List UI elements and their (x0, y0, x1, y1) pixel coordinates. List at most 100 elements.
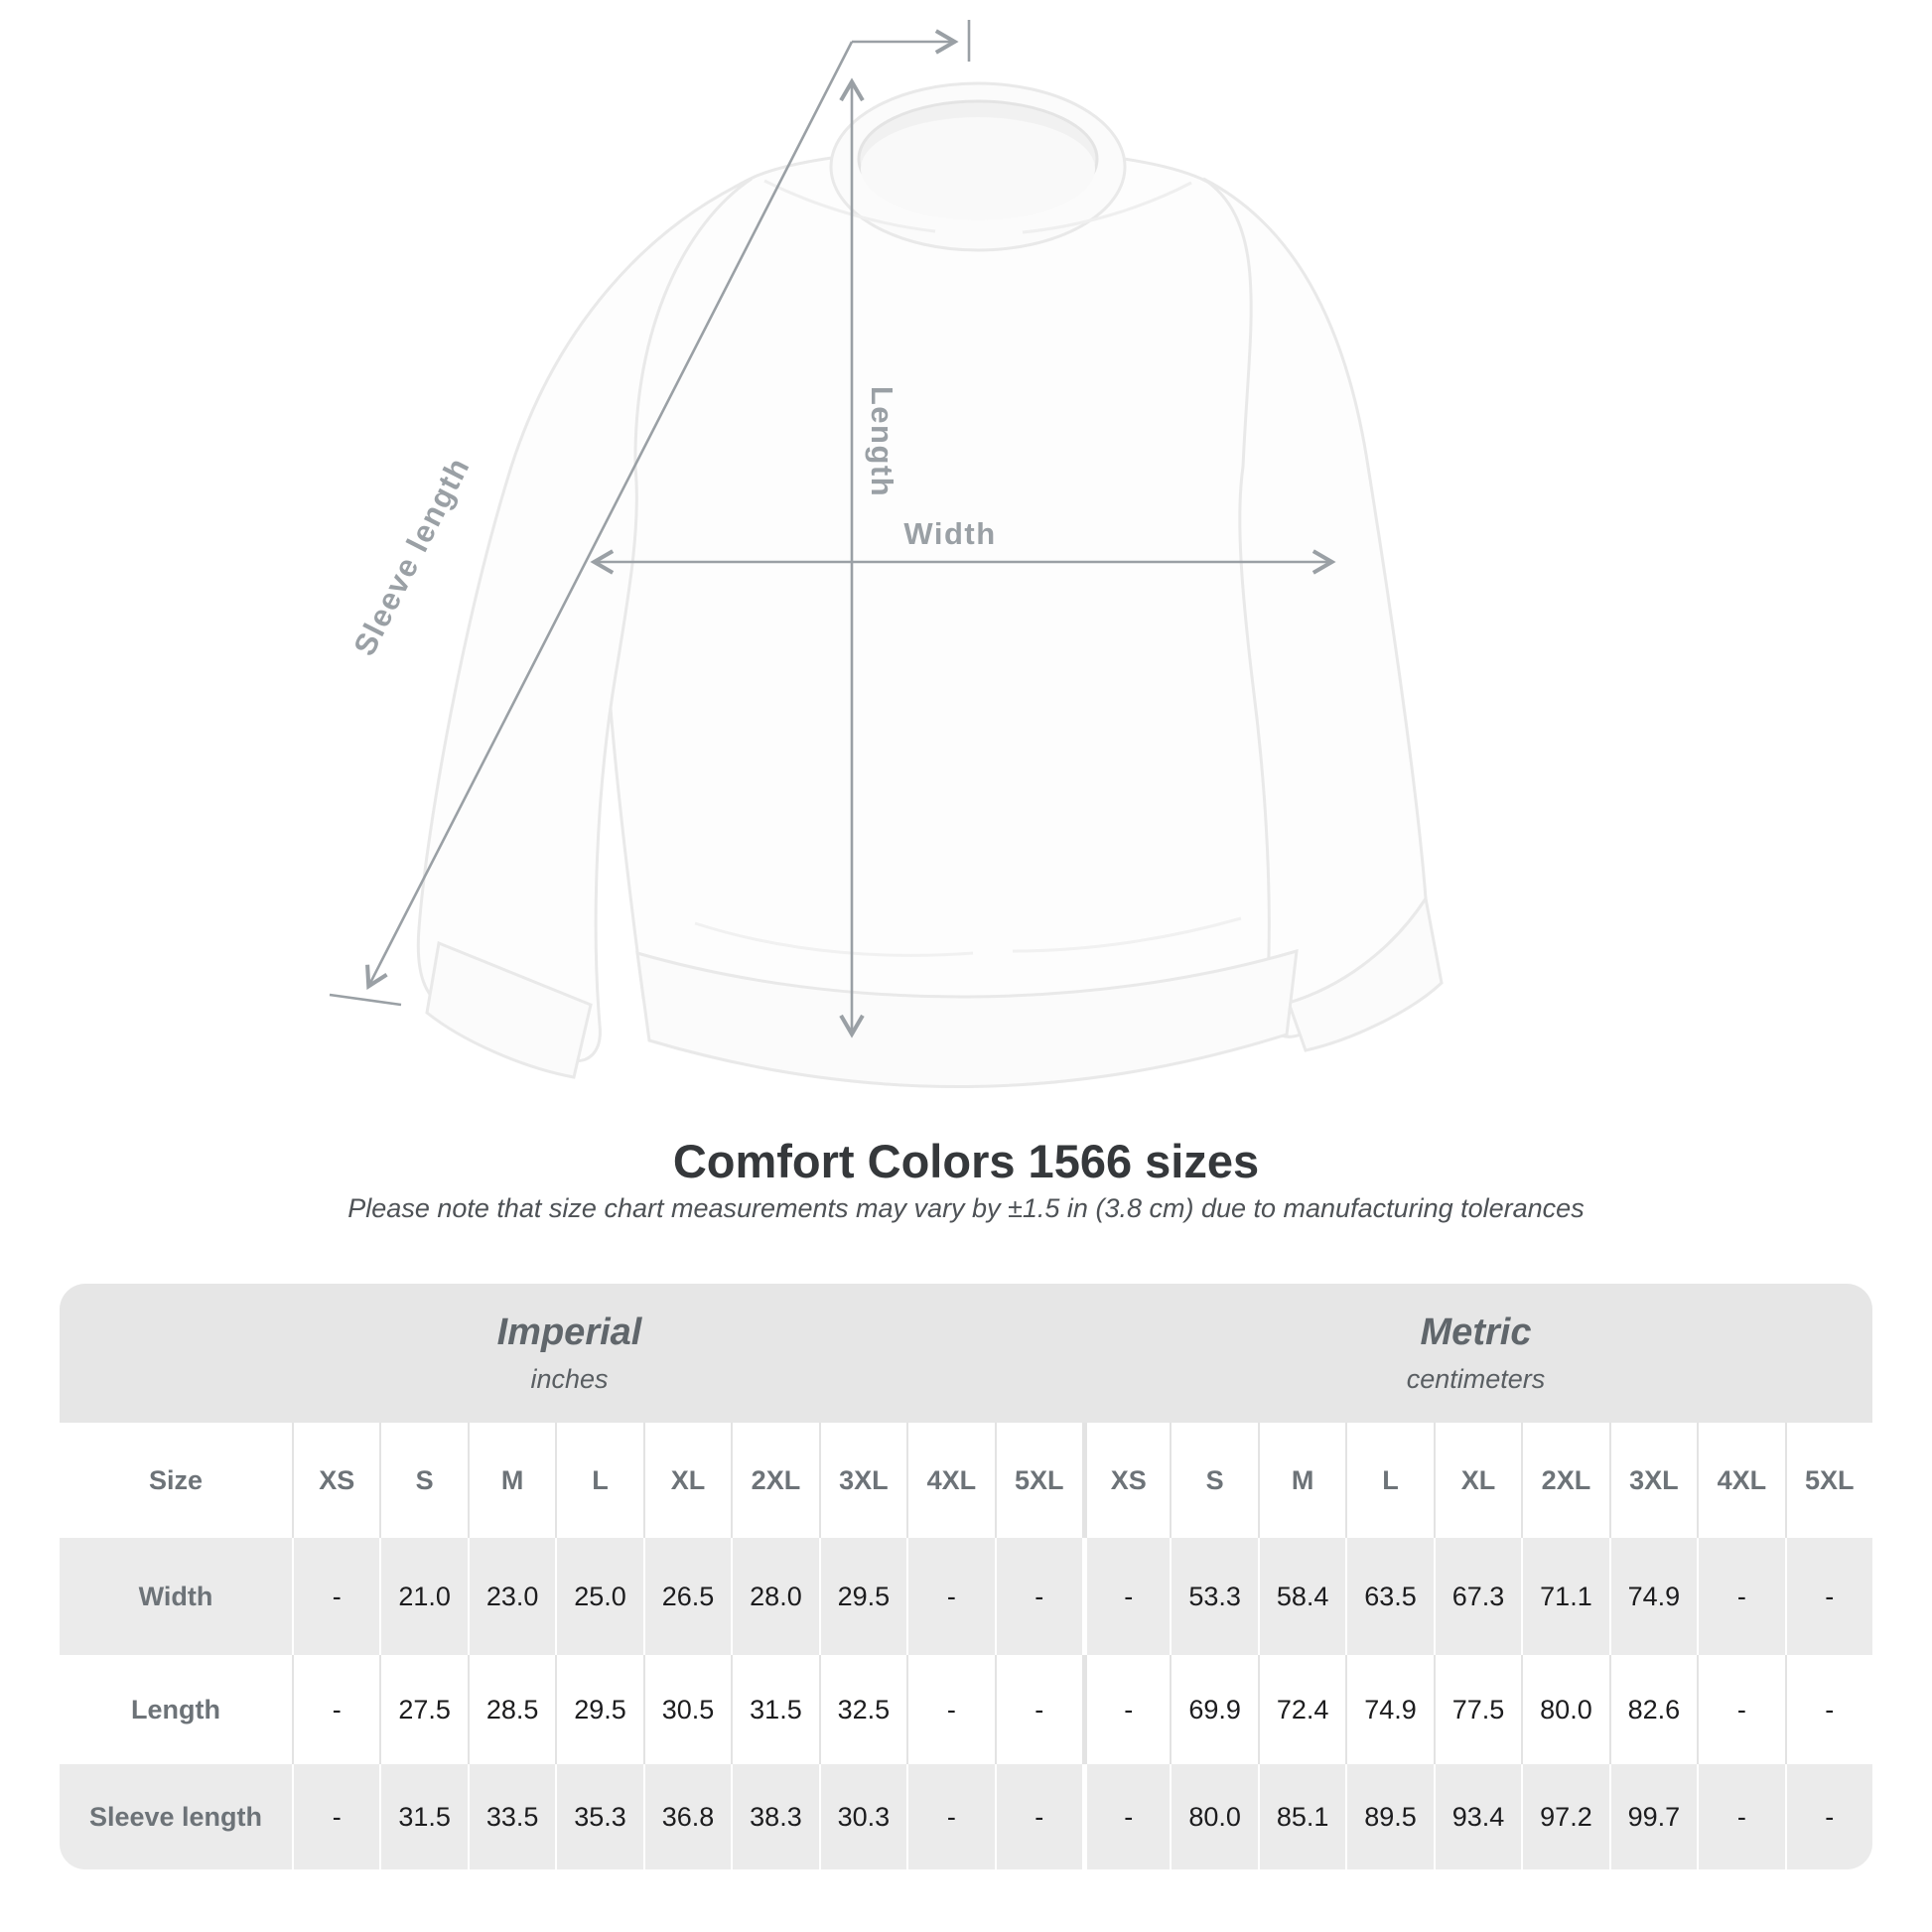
cell-value: 28.5 (467, 1655, 555, 1764)
width-arrow-label: Width (903, 516, 996, 551)
cell-value: - (1784, 1655, 1872, 1764)
cell-value: 97.2 (1521, 1764, 1608, 1869)
cell-value: 25.0 (555, 1538, 642, 1655)
row-label: Width (138, 1581, 213, 1611)
col-header: 2XL (1521, 1423, 1608, 1538)
col-header: 5XL (994, 1423, 1082, 1538)
cell-value: - (906, 1764, 994, 1869)
size-table: Imperial inches Metric centimeters Size … (60, 1284, 1872, 1869)
cell-value: - (1697, 1538, 1784, 1655)
col-header: 3XL (818, 1423, 906, 1538)
cell-value: 26.5 (642, 1538, 731, 1655)
size-header-row: Size XS S M L XL 2XL 3XL 4XL 5XL XS S M … (60, 1423, 1872, 1538)
col-header: 4XL (1697, 1423, 1784, 1538)
cell-value: 23.0 (467, 1538, 555, 1655)
sweatshirt-illustration: Length Width Sleeve length (329, 20, 1444, 1088)
cell-value: 28.0 (731, 1538, 818, 1655)
unit-group-imperial: Imperial inches (60, 1284, 1079, 1423)
cell-value: 36.8 (642, 1764, 731, 1869)
col-header: XS (1081, 1423, 1170, 1538)
cell-value: 74.9 (1608, 1538, 1697, 1655)
sweatshirt-body (600, 147, 1335, 1040)
col-header: XS (292, 1423, 379, 1538)
cell-value: - (1784, 1538, 1872, 1655)
imperial-title: Imperial (496, 1311, 642, 1353)
cell-value: 58.4 (1257, 1538, 1345, 1655)
imperial-unit: inches (530, 1364, 609, 1394)
metric-unit: centimeters (1406, 1364, 1546, 1394)
cell-value: 67.3 (1433, 1538, 1521, 1655)
size-diagram: Length Width Sleeve length (329, 20, 1444, 1088)
cell-value: - (292, 1764, 379, 1869)
row-label: Length (131, 1694, 220, 1725)
cell-value: 27.5 (379, 1655, 467, 1764)
cell-value: 21.0 (379, 1538, 467, 1655)
size-column-header: Size (148, 1464, 204, 1495)
cell-value: - (1697, 1655, 1784, 1764)
col-header: XL (1433, 1423, 1521, 1538)
col-header: 3XL (1608, 1423, 1697, 1538)
col-header: S (379, 1423, 467, 1538)
cell-value: 31.5 (731, 1655, 818, 1764)
left-cuff (425, 940, 593, 1079)
sleeve-length-arrow (365, 41, 854, 990)
cell-value: 29.5 (818, 1538, 906, 1655)
table-row-sleeve-length: Sleeve length - 31.5 33.5 35.3 36.8 38.3… (60, 1764, 1872, 1869)
wrinkle-line (1012, 916, 1242, 953)
col-header: L (555, 1423, 642, 1538)
cell-value: 99.7 (1608, 1764, 1697, 1869)
cell-value: 35.3 (555, 1764, 642, 1869)
right-cuff (1287, 895, 1444, 1052)
cell-value: 82.6 (1608, 1655, 1697, 1764)
metric-title: Metric (1420, 1311, 1532, 1353)
tolerance-note: Please note that size chart measurements… (347, 1193, 1585, 1223)
cell-value: 93.4 (1433, 1764, 1521, 1869)
cell-value: - (1784, 1764, 1872, 1869)
col-header: XL (642, 1423, 731, 1538)
measurement-arrows (329, 20, 1336, 1038)
cell-value: 72.4 (1257, 1655, 1345, 1764)
cell-value: - (906, 1538, 994, 1655)
col-header: M (1257, 1423, 1345, 1538)
cell-value: 32.5 (818, 1655, 906, 1764)
cell-value: - (292, 1538, 379, 1655)
cell-value: - (1081, 1764, 1170, 1869)
col-header: 5XL (1784, 1423, 1872, 1538)
collar-inner-shade (861, 117, 1095, 220)
sleeve-length-arrow-label: Sleeve length (346, 452, 477, 661)
cell-value: 33.5 (467, 1764, 555, 1869)
cell-value: 85.1 (1257, 1764, 1345, 1869)
unit-band: Imperial inches Metric centimeters (60, 1284, 1872, 1423)
cell-value: - (994, 1538, 1082, 1655)
cell-value: - (1081, 1538, 1170, 1655)
cell-value: 89.5 (1345, 1764, 1433, 1869)
col-header: M (467, 1423, 555, 1538)
col-header: L (1345, 1423, 1433, 1538)
cell-value: - (994, 1655, 1082, 1764)
sweatshirt-body-group (416, 81, 1444, 1088)
cell-value: - (906, 1655, 994, 1764)
unit-group-metric: Metric centimeters (1079, 1284, 1872, 1423)
cell-value: - (994, 1764, 1082, 1869)
cell-value: 31.5 (379, 1764, 467, 1869)
cell-value: 77.5 (1433, 1655, 1521, 1764)
cell-value: 74.9 (1345, 1655, 1433, 1764)
cell-value: - (1697, 1764, 1784, 1869)
right-shoulder-seam (1022, 181, 1192, 234)
cell-value: 53.3 (1170, 1538, 1257, 1655)
row-label: Sleeve length (88, 1801, 263, 1832)
col-header: S (1170, 1423, 1257, 1538)
cell-value: 63.5 (1345, 1538, 1433, 1655)
cell-value: - (1081, 1655, 1170, 1764)
table-row-length: Length - 27.5 28.5 29.5 30.5 31.5 32.5 -… (60, 1655, 1872, 1764)
cell-value: 38.3 (731, 1764, 818, 1869)
length-arrow-label: Length (865, 386, 899, 497)
sleeve-length-bottom-tick (329, 993, 402, 1007)
cell-value: 30.5 (642, 1655, 731, 1764)
table-row-width: Width - 21.0 23.0 25.0 26.5 28.0 29.5 - … (60, 1538, 1872, 1655)
cell-value: 69.9 (1170, 1655, 1257, 1764)
cell-value: 29.5 (555, 1655, 642, 1764)
cell-value: 80.0 (1170, 1764, 1257, 1869)
cell-value: 80.0 (1521, 1655, 1608, 1764)
col-header: 4XL (906, 1423, 994, 1538)
